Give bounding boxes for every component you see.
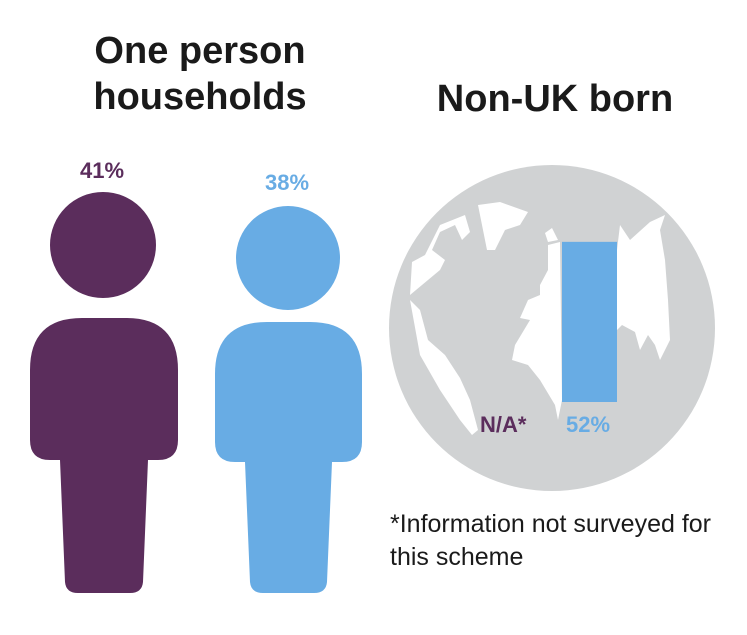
households-purple-label: 41%	[80, 158, 125, 183]
households-title: One person households	[93, 30, 307, 118]
non-uk-purple-label: N/A*	[480, 412, 527, 437]
households-blue-label: 38%	[265, 170, 310, 195]
non-uk-title: Non-UK born	[436, 78, 674, 120]
footnote: *Information not surveyed for this schem…	[390, 510, 711, 571]
non-uk-bar	[562, 241, 617, 402]
non-uk-blue-label: 52%	[566, 412, 611, 437]
purple-person-icon	[30, 192, 178, 593]
globe-icon	[389, 165, 715, 491]
blue-person-icon	[215, 206, 362, 593]
